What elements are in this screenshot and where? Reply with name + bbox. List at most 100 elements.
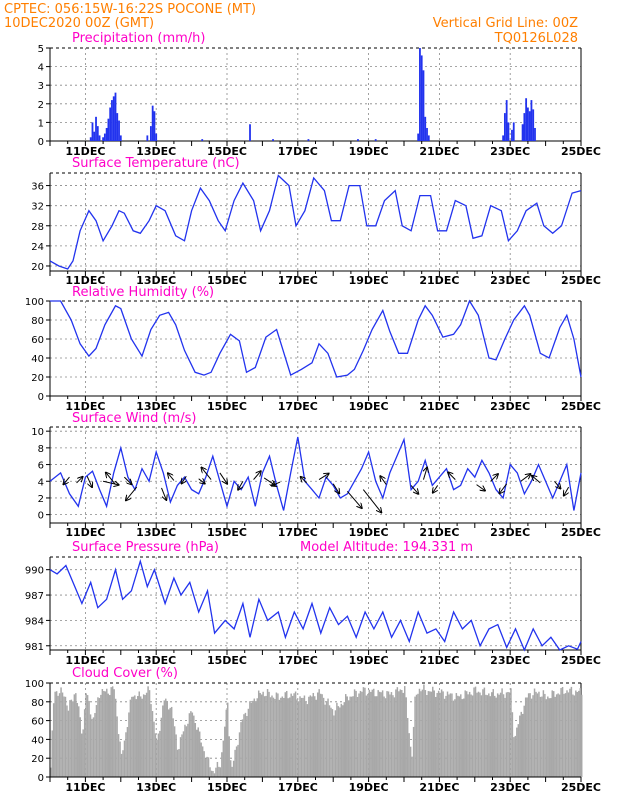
cloud-bar [215,767,217,777]
precip-xtick-label: 17DEC [278,145,318,158]
cloud-bar [496,693,499,777]
cloud-bar [303,695,306,777]
precip-ytick-label: 5 [38,44,44,55]
cloud-bar [581,694,583,777]
rh-xtick-label: 13DEC [136,400,176,413]
cloud-bar [560,688,562,777]
cloud-bar [156,739,158,777]
temp-line [49,174,582,270]
cloud-bar [253,698,256,777]
cloud-bar [212,771,214,777]
cloud-bar [153,721,155,777]
panels: 0 1 2 3 4 5 11DEC 13DEC 15DEC 17DEC 19DEC 21DEC 23DE… [25,44,601,794]
cloud-bar [365,695,368,777]
cloud-bar [572,694,574,777]
cloud-bar [548,698,551,777]
cloud-bar [316,692,319,777]
cloud-bar [75,693,77,777]
cloud-bar [327,698,329,777]
cloud-bar [482,689,484,777]
cloud-xtick-label: 11DEC [65,781,105,794]
cloud-bar [73,694,76,777]
wind-arrow [410,485,418,493]
cloud-bar [185,726,188,777]
cloud-bar [168,709,170,777]
cloud-bar [237,744,239,777]
cloud-bar [142,694,145,777]
wind-xtick-label: 25DEC [561,526,601,539]
cloud-bar [169,707,171,777]
cloud-bar [486,695,489,777]
precip-bar [503,113,506,141]
cloud-bar [101,689,104,777]
precip-bar [102,137,104,141]
wind-arrow [554,480,560,488]
precip-bar [151,105,154,141]
wind-arrow [181,475,186,483]
cloud-bar [389,694,391,777]
cloud-bar [172,718,174,777]
cloud-bar [470,694,472,777]
cloud-bar [213,773,216,777]
cloud-bar [179,737,182,777]
precip-xtick-label: 11DEC [65,145,105,158]
cloud-bar [337,706,340,777]
wind-arrow [532,476,541,484]
rh-ytick-label: 80 [31,316,44,327]
cloud-bar [424,690,427,777]
precip-bar [109,107,112,141]
precip-bar [249,124,251,141]
cloud-bar [371,689,374,777]
precip-bar [426,127,428,141]
precip-bar [155,133,158,141]
temp-ytick-label: 24 [31,242,44,253]
precip-bar [107,118,110,141]
cloud-bar [135,699,138,777]
cloud-bar [479,692,481,777]
cloud-bar [162,705,164,777]
cloud-bar [349,696,351,777]
cloud-bar [260,694,263,777]
precip-bar [427,135,430,141]
precip-bar [424,116,427,141]
cloud-bar [504,697,506,777]
cloud-bar [420,691,422,777]
cloud-bar [358,693,360,777]
cloud-xtick-label: 21DEC [419,781,459,794]
cloud-bar [247,708,250,777]
wind-arrow [76,477,83,484]
cloud-bar [209,767,211,777]
cloud-bar [524,697,527,777]
precip-ytick-label: 0 [38,137,44,148]
precip-bar [507,122,510,141]
cloud-bar [256,698,258,777]
cloud-bar [527,693,530,777]
cloud-bar [551,690,553,777]
cloud-bar [396,687,399,777]
cloud-bar [166,701,168,777]
cloud-bar [69,700,71,777]
cloud-bar [163,700,166,777]
model-altitude: Model Altitude: 194.331 m [300,540,473,555]
cloud-bar [465,691,468,777]
cloud-bar [201,746,204,777]
wind-panel: 0 2 4 6 8 10 11DEC 13DEC 15DEC 17DEC 19DEC 21DEC 23D… [31,426,601,539]
precip-bar [96,126,99,141]
precip-bar [89,137,92,141]
temp-title: Surface Temperature (nC) [72,156,240,171]
cloud-bar [477,691,480,777]
rh-xtick-label: 19DEC [349,400,389,413]
wind-arrow [123,476,131,484]
precip-bar [419,48,421,141]
cloud-bar [452,700,455,777]
precip-panel: 0 1 2 3 4 5 11DEC 13DEC 15DEC 17DEC 19DEC 21DEC 23DE… [38,44,601,158]
cloud-ytick-label: 20 [31,754,44,765]
grid-line-note: Vertical Grid Line: 00Z [433,16,578,31]
cloud-bar [384,698,387,777]
rh-line [50,299,582,378]
cloud-bar [522,713,524,777]
precip-bar [105,127,108,141]
cloud-bar [266,689,269,777]
wind-ytick-label: 8 [38,444,44,455]
cloud-bar [361,691,363,777]
